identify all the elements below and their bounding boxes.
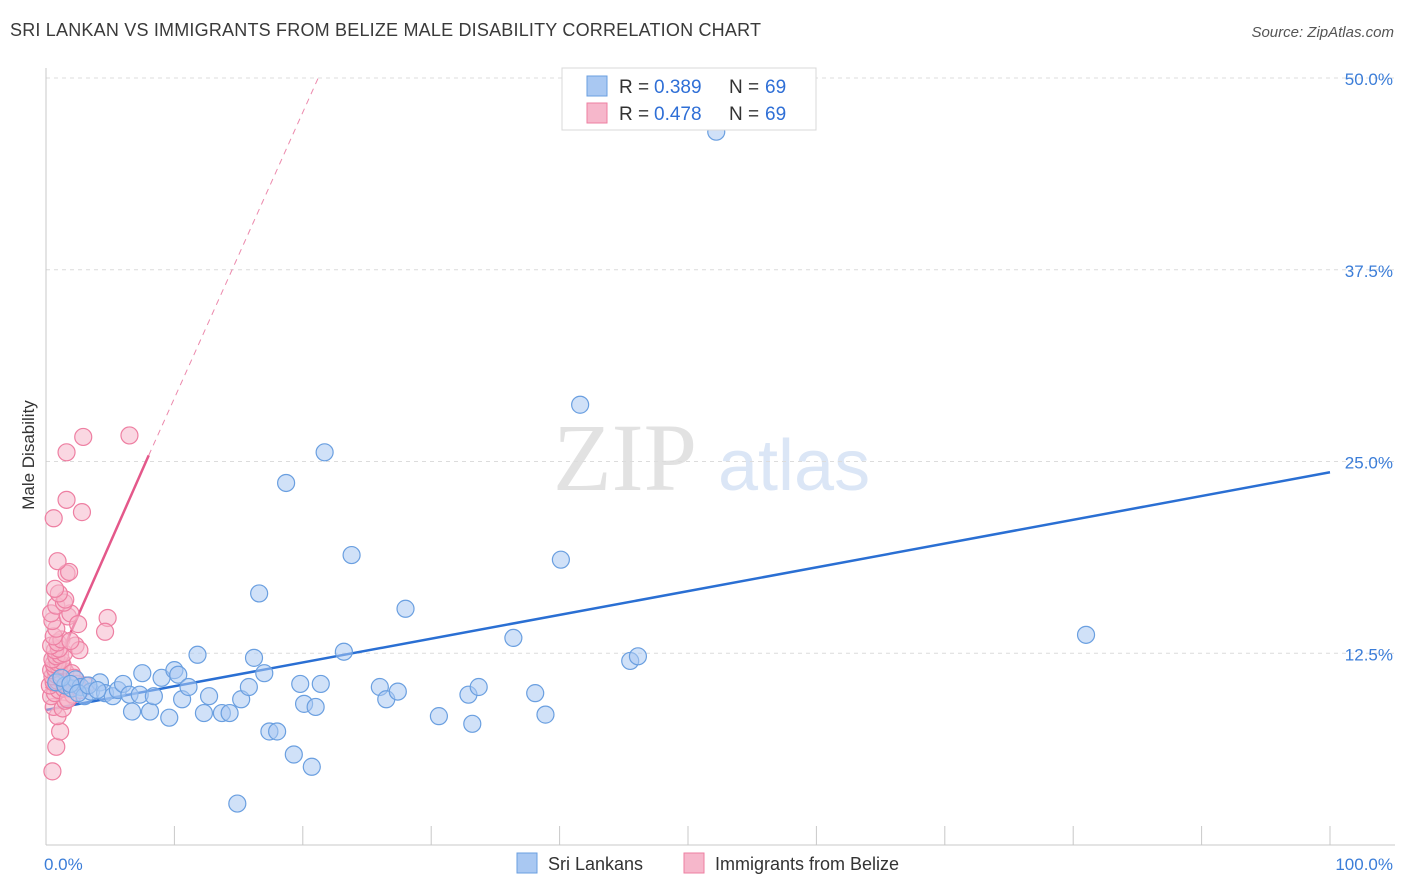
legend-swatch-blue: [586, 75, 608, 97]
axes: [45, 68, 1395, 846]
data-point: [57, 490, 76, 509]
x-tick-label-min: 0.0%: [44, 855, 83, 874]
data-point: [536, 705, 555, 724]
data-point: [429, 707, 449, 726]
data-point: [72, 503, 92, 522]
data-point: [68, 615, 88, 634]
data-point: [228, 794, 247, 813]
data-point: [140, 702, 160, 721]
data-point: [255, 664, 274, 683]
grid-lines: [46, 77, 1395, 654]
data-point: [44, 509, 63, 528]
data-point: [306, 697, 325, 717]
data-point: [268, 722, 287, 741]
data-point: [463, 714, 482, 733]
data-point: [239, 677, 258, 697]
data-point: [469, 677, 488, 697]
data-point: [284, 745, 303, 764]
data-point: [526, 684, 545, 703]
legend-swatch-pink: [586, 102, 608, 124]
data-point: [396, 599, 415, 618]
legend-n-value: 69: [765, 104, 786, 125]
data-point: [250, 584, 269, 603]
chart-title: SRI LANKAN VS IMMIGRANTS FROM BELIZE MAL…: [10, 20, 762, 40]
legend-n-label: N =: [729, 104, 759, 125]
correlation-legend: R = 0.389 N = 69 R = 0.478 N = 69: [561, 67, 817, 131]
data-point: [122, 702, 142, 721]
data-point: [95, 622, 115, 641]
legend-r-value: 0.478: [654, 104, 702, 125]
series-immigrants-from-belize: [40, 426, 139, 781]
data-point: [61, 631, 80, 651]
data-point: [179, 677, 198, 697]
x-tick-label-max: 100.0%: [1335, 855, 1393, 874]
watermark-atlas: atlas: [718, 426, 870, 506]
bottom-legend-label: Sri Lankans: [548, 854, 643, 874]
data-point: [551, 550, 570, 569]
data-point: [88, 680, 107, 700]
y-tick-label: 37.5%: [1345, 262, 1393, 281]
data-point: [160, 708, 179, 727]
data-point: [504, 628, 523, 648]
data-point: [188, 645, 207, 664]
data-point: [45, 579, 65, 598]
data-point: [169, 665, 188, 684]
data-point: [194, 703, 214, 723]
data-point: [315, 443, 334, 462]
y-tick-label: 25.0%: [1345, 454, 1393, 473]
data-point: [57, 443, 76, 462]
data-point: [244, 648, 264, 667]
data-point: [144, 687, 163, 706]
data-point: [60, 562, 79, 582]
data-point: [120, 426, 139, 445]
legend-r-label: R =: [619, 77, 649, 98]
data-point: [220, 703, 239, 723]
data-point: [342, 545, 361, 565]
data-point: [47, 737, 66, 756]
data-point: [199, 687, 219, 706]
data-point: [277, 473, 296, 493]
bottom-legend-swatch-blue: [516, 852, 538, 874]
zipatlas-watermark: ZIP atlas: [553, 404, 870, 511]
data-point: [43, 762, 62, 781]
legend-n-label: N =: [729, 77, 759, 98]
legend-n-value: 69: [765, 77, 786, 98]
data-point: [74, 427, 93, 447]
data-point: [628, 647, 648, 666]
legend-r-value: 0.389: [654, 77, 702, 98]
source-label: Source: ZipAtlas.com: [1251, 24, 1394, 41]
watermark-zip: ZIP: [553, 404, 697, 511]
data-point: [571, 395, 590, 414]
data-point: [334, 642, 353, 661]
data-point: [133, 664, 152, 683]
data-point: [51, 722, 70, 741]
y-tick-label: 12.5%: [1345, 645, 1393, 664]
data-point: [302, 757, 321, 776]
y-tick-labels: 12.5% 25.0% 37.5% 50.0%: [1345, 70, 1393, 664]
data-point: [311, 674, 330, 694]
data-point: [291, 674, 310, 694]
trend-line-extension-pink: [148, 77, 319, 456]
y-tick-label: 50.0%: [1345, 70, 1393, 89]
data-point: [388, 682, 407, 701]
series-sri-lankans: [47, 122, 1096, 813]
data-point: [1076, 625, 1096, 644]
bottom-legend-label: Immigrants from Belize: [715, 854, 899, 874]
trend-lines: [44, 77, 1331, 712]
series-legend: Sri Lankans Immigrants from Belize: [516, 852, 899, 874]
data-point: [48, 552, 67, 571]
x-tick-labels: 0.0% 100.0%: [44, 855, 1393, 874]
legend-r-label: R =: [619, 104, 649, 125]
y-axis-label: Male Disability: [19, 400, 38, 510]
bottom-legend-swatch-pink: [683, 852, 705, 874]
